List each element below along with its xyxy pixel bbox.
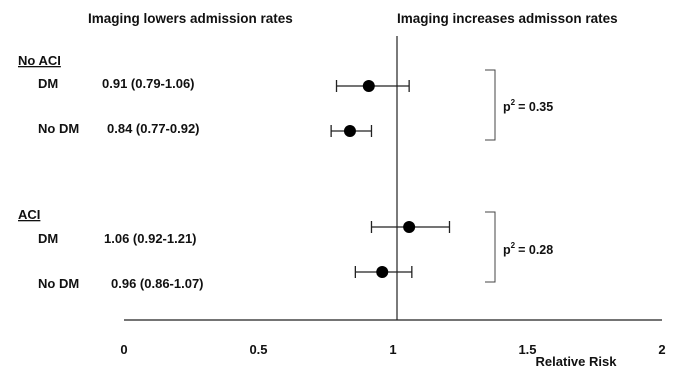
row-label-aci-dm: DM — [38, 231, 58, 246]
p-label-aci: p — [503, 243, 511, 257]
p-value-no-aci: p2 = 0.35 — [503, 98, 553, 114]
point-estimate-1-0 — [403, 221, 416, 233]
p-label-no-aci: p — [503, 100, 511, 114]
p-value-aci: p2 = 0.28 — [503, 241, 553, 257]
x-tick-label-1: 0.5 — [249, 342, 267, 357]
row-label-no-aci-nodm: No DM — [38, 121, 79, 136]
row-estimate-no-aci-nodm: 0.84 (0.77-0.92) — [107, 121, 200, 136]
header-right: Imaging increases admisson rates — [397, 11, 618, 26]
point-estimate-1-1 — [376, 266, 389, 278]
x-tick-labels: 0 0.5 1 1.5 2 — [120, 342, 665, 357]
row-estimate-aci-nodm: 0.96 (0.86-1.07) — [111, 276, 204, 291]
p-sup-no-aci: 2 — [511, 98, 516, 107]
x-tick-label-4: 2 — [658, 342, 665, 357]
x-tick-label-3: 1.5 — [518, 342, 536, 357]
point-estimate-0-0 — [362, 80, 375, 92]
p-sup-aci: 2 — [511, 241, 516, 250]
header-left: Imaging lowers admission rates — [88, 11, 293, 26]
p-number-no-aci: = 0.35 — [518, 100, 553, 114]
bracket-aci — [485, 211, 496, 283]
row-label-no-aci-dm: DM — [38, 76, 58, 91]
x-axis-title: Relative Risk — [536, 354, 618, 369]
row-estimate-no-aci-dm: 0.91 (0.79-1.06) — [102, 76, 195, 91]
bracket-no-aci — [485, 69, 496, 141]
estimate-marks — [330, 80, 451, 278]
group-label-no-aci: No ACI — [18, 53, 61, 68]
p-number-aci: = 0.28 — [518, 243, 553, 257]
x-tick-label-0: 0 — [120, 342, 127, 357]
row-estimate-aci-dm: 1.06 (0.92-1.21) — [104, 231, 197, 246]
group-label-aci: ACI — [18, 207, 40, 222]
x-tick-label-2: 1 — [389, 342, 396, 357]
point-estimate-0-1 — [343, 125, 356, 137]
row-label-aci-nodm: No DM — [38, 276, 79, 291]
